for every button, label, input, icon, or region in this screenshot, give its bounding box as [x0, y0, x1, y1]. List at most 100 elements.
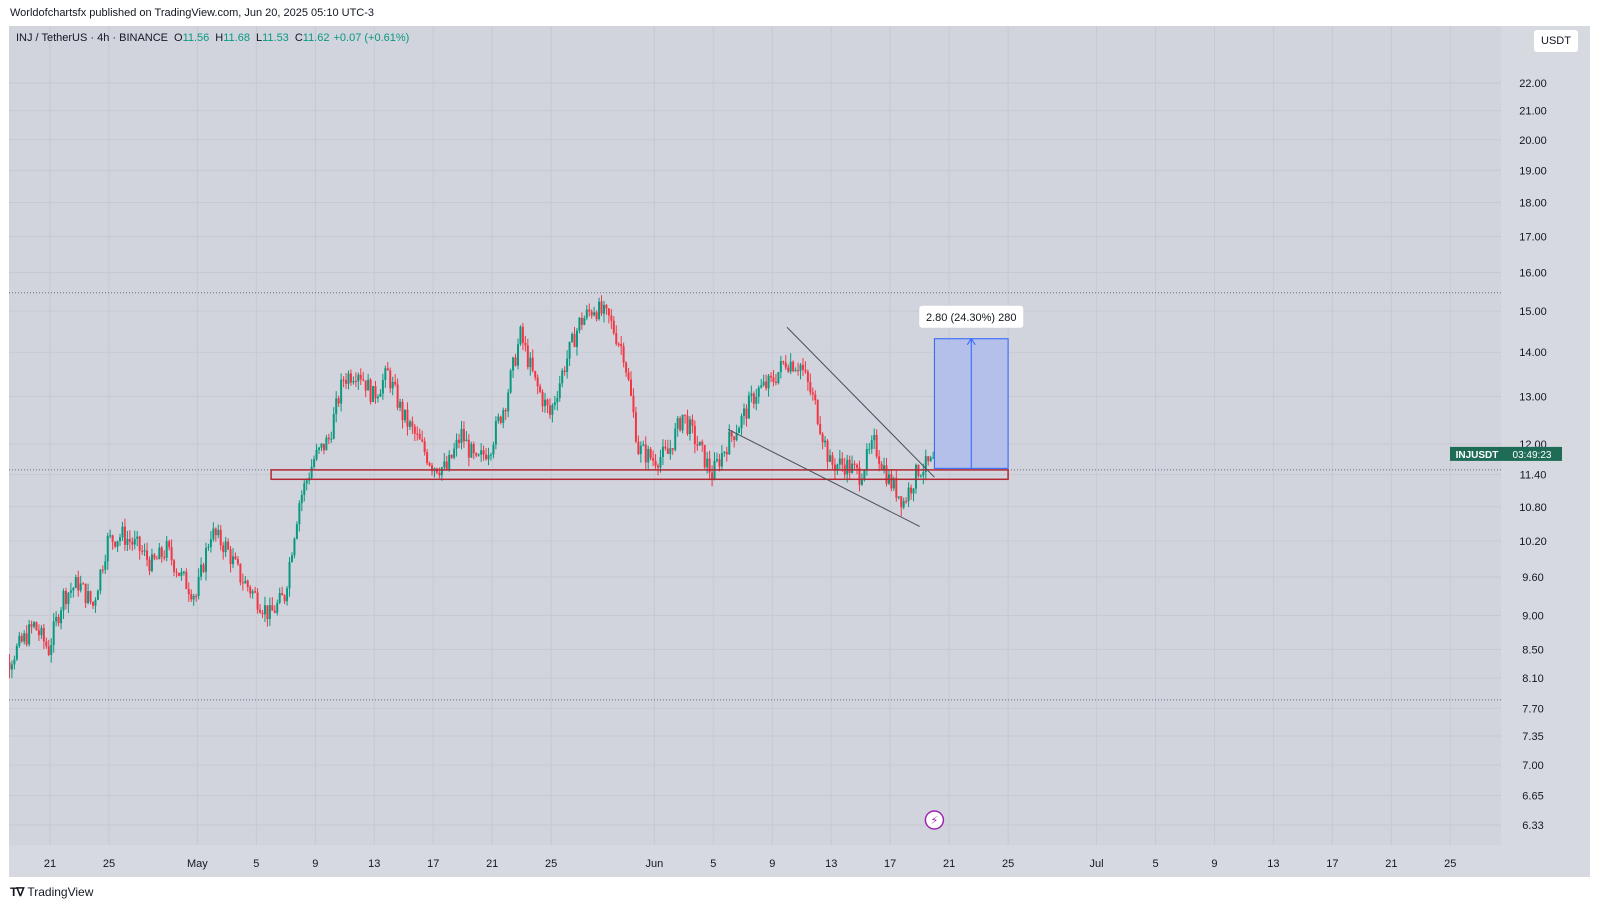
candle-body — [637, 441, 640, 455]
time-tick-label: 17 — [884, 858, 896, 870]
candle-body — [743, 408, 746, 417]
candle-body — [251, 591, 254, 594]
candle-body — [229, 549, 232, 565]
candle-body — [418, 433, 421, 440]
candle-body — [303, 483, 306, 495]
candle-body — [114, 541, 117, 547]
price-tick-label: 9.60 — [1522, 572, 1543, 584]
candle-body — [177, 572, 180, 576]
candle-body — [789, 361, 792, 372]
tradingview-footer[interactable]: T∇ TradingView — [10, 885, 93, 899]
candle-body — [747, 395, 750, 419]
candle-body — [566, 358, 569, 372]
candle-body — [450, 454, 453, 458]
candle-body — [458, 439, 461, 443]
candle-body — [197, 576, 200, 597]
candle-body — [35, 622, 38, 631]
candle-body — [10, 664, 13, 670]
candle-body — [580, 317, 583, 325]
candle-body — [740, 416, 743, 428]
candle-body — [499, 416, 502, 423]
candle-body — [271, 605, 274, 611]
candle-body — [686, 415, 689, 435]
candle-body — [50, 644, 53, 655]
candle-body — [192, 595, 195, 600]
time-tick-label: 25 — [1444, 858, 1456, 870]
candle-body — [381, 379, 384, 394]
candle-body — [170, 547, 173, 561]
currency-selector[interactable]: USDT — [1534, 30, 1578, 52]
candle-body — [126, 538, 129, 545]
candle-body — [20, 635, 23, 642]
candle-body — [853, 463, 856, 465]
candle-body — [875, 435, 878, 457]
candle-body — [733, 436, 736, 441]
time-tick-label: 21 — [486, 858, 498, 870]
candle-body — [13, 659, 16, 665]
candle-body — [541, 391, 544, 407]
candle-body — [863, 470, 866, 480]
candle-body — [480, 450, 483, 455]
candle-body — [929, 457, 932, 462]
support-zone — [270, 469, 1009, 481]
candle-body — [359, 374, 362, 380]
candle-body — [892, 478, 895, 489]
candle-body — [256, 592, 259, 610]
candle-body — [509, 370, 512, 393]
price-chart[interactable]: 22.00 21.00 20.00 19.00 18.00 17.00 16.00 15.00… — [9, 26, 1590, 877]
candle-body — [150, 554, 153, 572]
time-tick-label: 5 — [253, 858, 259, 870]
candle-body — [514, 357, 517, 366]
candle-body — [335, 398, 338, 414]
chart-area[interactable]: 22.00 21.00 20.00 19.00 18.00 17.00 16.00 15.00… — [9, 26, 1590, 877]
time-tick-label: 5 — [710, 858, 716, 870]
candle-body — [74, 577, 77, 589]
candle-body — [642, 444, 645, 446]
price-tick-label: 7.00 — [1522, 760, 1543, 772]
candle-body — [588, 309, 591, 312]
candle-body — [772, 377, 775, 382]
candle-body — [187, 588, 190, 595]
candle-body — [563, 370, 566, 372]
symbol-label[interactable]: INJ / TetherUS · 4h · BINANCE — [16, 32, 169, 44]
candle-body — [325, 437, 328, 451]
candle-body — [428, 463, 431, 466]
candle-body — [133, 538, 136, 545]
candle-body — [244, 580, 247, 584]
candle-body — [465, 439, 468, 442]
candle-body — [652, 458, 655, 461]
candle-body — [865, 449, 868, 471]
candle-body — [128, 538, 131, 542]
candle-body — [799, 364, 802, 371]
candle-body — [426, 452, 429, 464]
candle-body — [467, 439, 470, 458]
ohlc-legend: INJ / TetherUS · 4h · BINANCE O 11.56 H 11… — [16, 32, 409, 44]
candle-body — [860, 479, 863, 485]
tv-logo-icon: T∇ — [10, 885, 24, 899]
candle-body — [394, 381, 397, 385]
candle-body — [487, 455, 490, 460]
candle-body — [367, 379, 370, 391]
candle-body — [701, 441, 704, 446]
candle-body — [536, 377, 539, 387]
candles-group — [9, 295, 935, 679]
candle-body — [212, 528, 215, 540]
price-tick-label: 20.00 — [1519, 135, 1547, 147]
candle-body — [578, 317, 581, 331]
candle-body — [546, 399, 549, 406]
candle-body — [408, 421, 411, 427]
candle-body — [416, 433, 419, 435]
time-tick-label: 25 — [1002, 858, 1014, 870]
candle-body — [160, 547, 163, 557]
candle-body — [762, 381, 765, 386]
candle-body — [755, 396, 758, 404]
candle-body — [55, 616, 58, 622]
candle-body — [497, 416, 500, 422]
candle-body — [204, 547, 207, 572]
price-tick-label: 17.00 — [1519, 232, 1547, 244]
candle-body — [87, 591, 90, 604]
candle-body — [730, 431, 733, 437]
candle-body — [138, 536, 141, 551]
candle-body — [821, 433, 824, 443]
candle-body — [227, 541, 230, 550]
